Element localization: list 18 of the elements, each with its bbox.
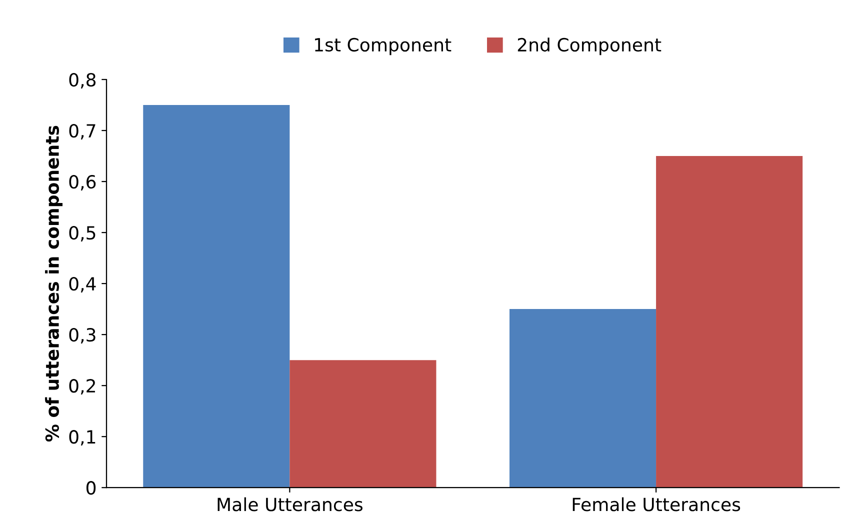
y-tick-label: 0,4 [69, 277, 96, 293]
y-tick-label: 0,8 [69, 72, 96, 88]
y-axis-title: % of utterances in components [45, 126, 63, 442]
y-tick-label: 0,3 [69, 328, 96, 344]
y-tick-label: 0,7 [69, 124, 96, 140]
y-tick-label: 0,5 [69, 226, 96, 242]
x-tick-label: Male Utterances [218, 497, 362, 512]
legend-label: 1st Component [315, 38, 452, 56]
y-tick-label: 0,2 [69, 379, 95, 395]
bar [143, 105, 290, 488]
bar [290, 360, 436, 488]
y-tick-label: 0,6 [69, 174, 96, 190]
y-tick-label: 0,1 [69, 430, 96, 446]
bar [656, 156, 803, 488]
y-tick-label: 0 [86, 481, 96, 495]
legend-label: 2nd Component [518, 38, 662, 56]
x-tick-label: Female Utterances [572, 497, 740, 512]
bar [509, 309, 656, 488]
